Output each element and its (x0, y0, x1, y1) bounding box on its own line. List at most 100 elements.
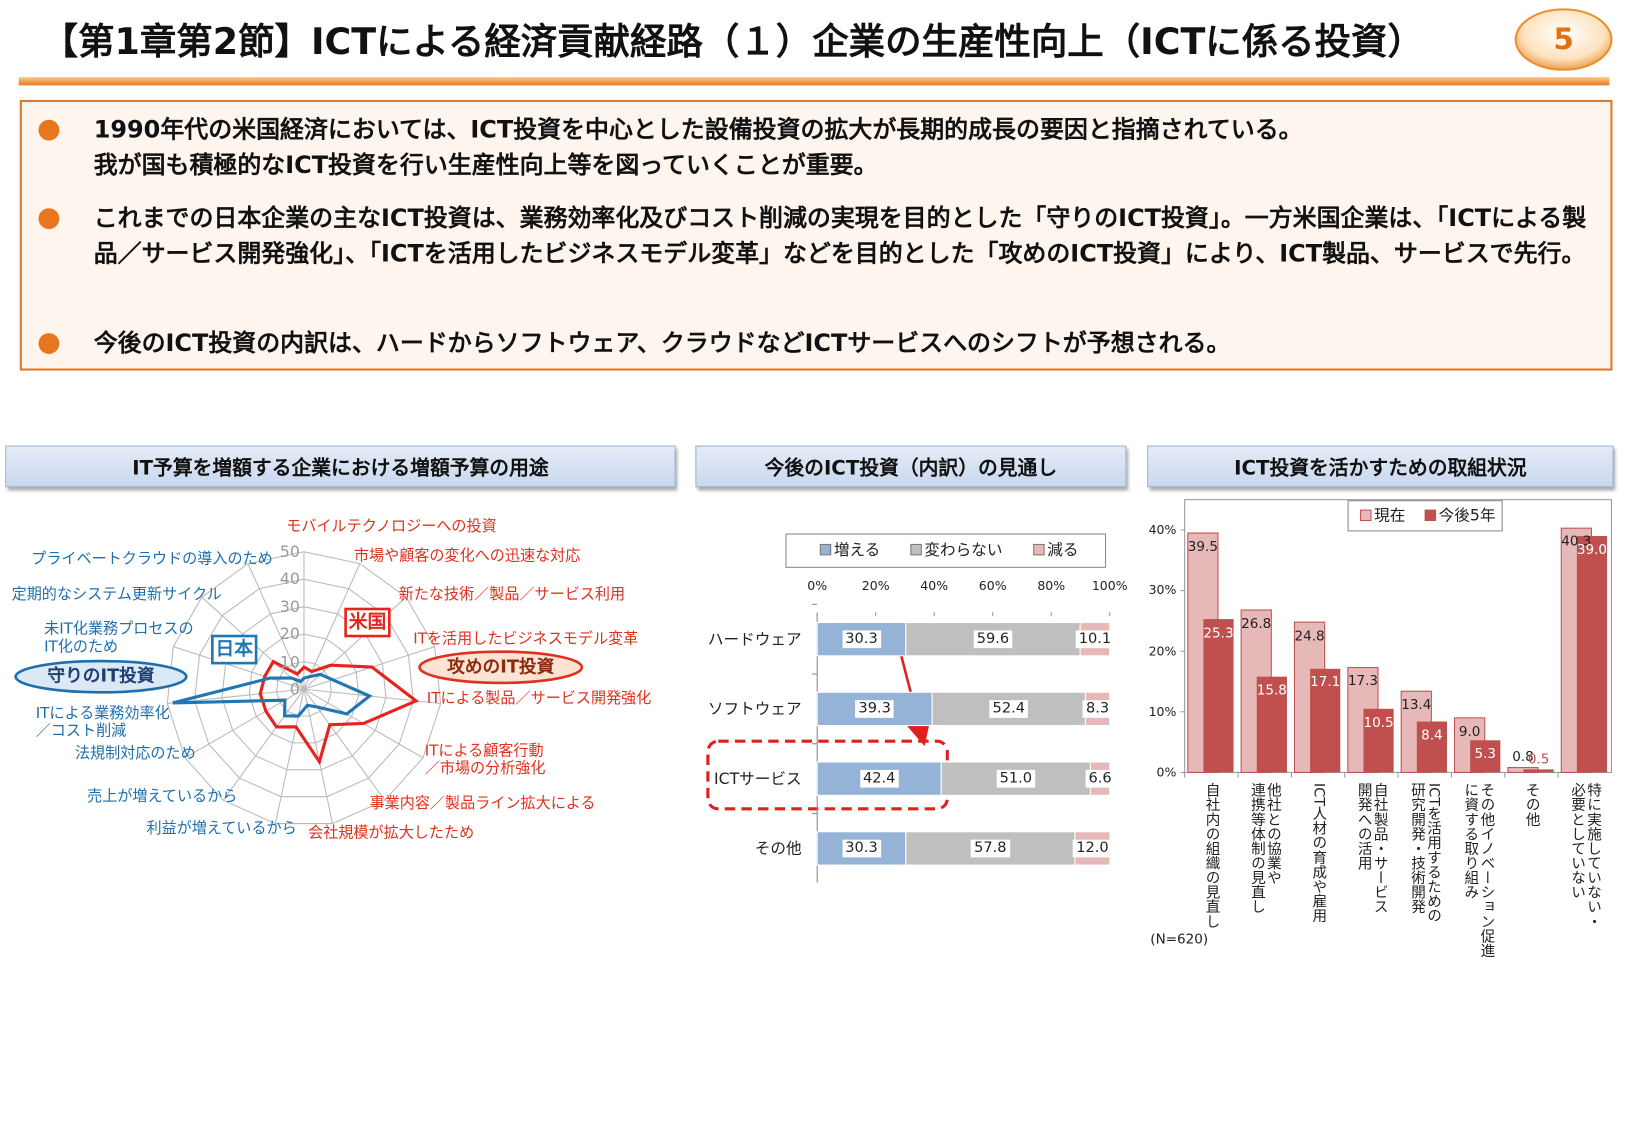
bar (1523, 769, 1554, 773)
data-label: 5.3 (1474, 746, 1497, 763)
bar (1416, 721, 1447, 773)
axis-label: ITによる顧客行動 ／市場の分析強化 (424, 742, 546, 778)
data-label: 17.1 (1310, 675, 1341, 691)
axis-label: 市場や顧客の変化への迅速な対応 (353, 547, 581, 565)
annotation-ellipse (14, 659, 188, 694)
data-label: 52.4 (989, 700, 1029, 718)
spoke (173, 646, 305, 690)
axis-label: 会社規模が拡大したため (308, 824, 475, 842)
data-label: 15.8 (1256, 683, 1287, 699)
legend-box (785, 533, 1107, 568)
data-label: 8.3 (1082, 700, 1113, 718)
data-label: 39.3 (855, 700, 894, 718)
legend-swatch (1033, 543, 1045, 556)
data-label: 24.8 (1294, 628, 1325, 645)
data-label: 9.0 (1458, 724, 1481, 740)
grid-ring (166, 551, 442, 825)
radar-series (172, 672, 373, 718)
data-label: 30.3 (842, 630, 881, 648)
panel-title: IT予算を増額する企業における増額予算の用途 (5, 445, 676, 488)
data-label: 57.8 (971, 839, 1010, 858)
bar (1470, 740, 1501, 773)
axis-label: ITによる製品／サービス開発強化 (426, 690, 652, 708)
x-tick-label: ICTを活用するための 研究開発・技術開発 (1409, 782, 1442, 923)
title-underline (18, 77, 1610, 86)
y-tick-label: ICTサービス (714, 769, 802, 789)
series-box (211, 634, 258, 665)
data-label: 10.5 (1363, 715, 1394, 731)
annotation: 攻めのIT投資 (447, 656, 555, 678)
bullet-dot (38, 333, 60, 354)
data-label: 0.8 (1512, 750, 1534, 766)
y-tick-label: ハードウェア (707, 629, 802, 649)
x-tick-label: その他 (1523, 782, 1541, 827)
legend-label: 現在 (1374, 505, 1406, 525)
bullet-dot (38, 208, 60, 230)
y-tick-label: 0% (1156, 764, 1177, 780)
x-tick-label: その他イノベーション促進 に資する取り組み (1462, 782, 1496, 958)
spoke (303, 563, 361, 690)
spoke (274, 689, 305, 824)
data-label: 26.8 (1241, 616, 1272, 633)
data-label: 12.0 (1073, 839, 1112, 858)
axis-label: 未IT化業務プロセスの IT化のため (44, 621, 194, 656)
annotation-ellipse (418, 650, 584, 685)
r-tick-label: 10 (279, 652, 300, 672)
page-badge (1514, 8, 1613, 71)
data-label: 25.3 (1203, 625, 1234, 642)
bullet-text: これまでの日本企業の主なICT投資は、業務効率化及びコスト削減の実現を目的とした… (93, 205, 1587, 268)
x-tick-label: 0% (807, 578, 828, 594)
legend-label: 今後5年 (1438, 505, 1496, 525)
bar (1310, 668, 1341, 773)
axis-label: ITを活用したビジネスモデル変革 (413, 631, 639, 648)
bullet-text: 1990年代の米国経済においては、ICT投資を中心とした設備投資の拡大が長期的成… (93, 116, 1303, 180)
r-tick-label: 0 (289, 679, 300, 699)
axis-label: 売上が増えているから (87, 788, 238, 806)
axis-label: 定期的なシステム更新サイクル (11, 586, 222, 604)
data-label: 51.0 (996, 769, 1036, 788)
legend-label: 変わらない (924, 540, 1003, 560)
x-tick-label: 他社との協業や 連携等体制の見直し (1249, 782, 1282, 914)
legend-swatch (819, 543, 832, 556)
r-tick-label: 50 (279, 542, 300, 562)
data-label: 59.6 (973, 630, 1013, 648)
legend-label: 増える (833, 540, 881, 560)
data-label: 40.3 (1561, 534, 1592, 551)
axis-label: 事業内容／製品ライン拡大による (369, 795, 596, 813)
y-tick-label: 40% (1148, 522, 1177, 538)
legend-label: 米国 (348, 611, 387, 634)
data-label: 6.6 (1085, 769, 1115, 788)
data-label: 42.4 (859, 769, 899, 788)
bar (1256, 676, 1287, 773)
r-tick-label: 20 (279, 624, 300, 644)
legend-swatch (1424, 509, 1437, 522)
axis-label: 新たな技術／製品／サービス利用 (398, 586, 626, 604)
x-tick-label: 自社製品・サービス 開発への活用 (1355, 782, 1389, 914)
bar (1576, 536, 1608, 773)
spoke (222, 688, 305, 801)
bar (1203, 619, 1234, 773)
bullet-text: 今後のICT投資の内訳は、ハードからソフトウェア、クラウドなどICTサービスへの… (93, 329, 1231, 358)
y-tick-label: ソフトウェア (707, 699, 802, 719)
data-label: 0.5 (1527, 751, 1550, 768)
page-title: 【第1章第2節】ICTによる経済貢献経路（１）企業の生産性向上（ICTに係る投資… (41, 21, 1424, 64)
bullet-box (19, 99, 1613, 371)
legend-label: 日本 (215, 638, 253, 661)
grid-ring (194, 578, 414, 798)
y-tick-label: 20% (1148, 643, 1177, 659)
y-tick-label: 10% (1148, 704, 1177, 719)
panel-title: 今後のICT投資（内訳）の見通し (695, 445, 1127, 488)
x-tick-label: 自社内の組織の見直し (1203, 782, 1221, 929)
axis-label: モバイルテクノロジーへの投資 (286, 518, 497, 536)
r-tick-label: 30 (279, 597, 300, 617)
axis-label: プライベートクラウドの導入のため (31, 551, 273, 568)
data-label: 13.4 (1401, 697, 1432, 714)
x-tick-label: 100% (1091, 578, 1128, 594)
legend-swatch (910, 543, 922, 556)
axis-label: ITによる業務効率化 ／コスト削減 (35, 705, 170, 741)
y-tick-label: 30% (1148, 583, 1177, 598)
grid-ring (276, 661, 332, 717)
annotation: 守りのIT投資 (47, 666, 155, 687)
